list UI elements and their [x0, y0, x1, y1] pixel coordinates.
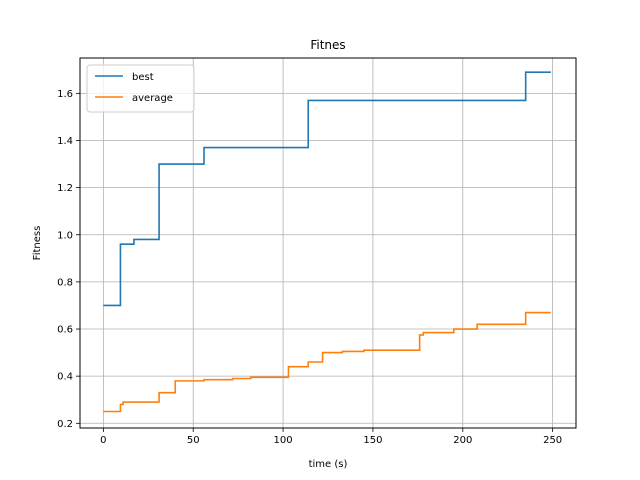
- series-line-best: [103, 71, 551, 307]
- y-axis-ticks: 0.2 0.4 0.6 0.8 1.0 1.2 1.4 1.6: [57, 89, 80, 430]
- series-lines: [103, 71, 551, 413]
- y-tick-label: 1.4: [57, 136, 73, 147]
- y-tick-label: 1.2: [57, 183, 73, 194]
- x-axis-label: time (s): [309, 459, 348, 470]
- x-tick-label: 0: [100, 435, 106, 446]
- legend: best average: [86, 64, 195, 113]
- x-axis-ticks: 0 50 100 150 200 250: [100, 428, 562, 446]
- y-tick-label: 0.4: [57, 372, 73, 383]
- y-tick-label: 1.6: [57, 89, 73, 100]
- x-tick-label: 150: [363, 435, 382, 446]
- x-tick-label: 200: [453, 435, 472, 446]
- chart-title: Fitnes: [310, 38, 345, 52]
- series-line-average: [103, 311, 551, 413]
- plot-frame: [79, 57, 577, 429]
- grid: [80, 58, 576, 428]
- y-tick-label: 0.8: [57, 277, 73, 288]
- legend-label-average: average: [132, 93, 173, 104]
- x-tick-label: 100: [274, 435, 293, 446]
- y-tick-label: 0.2: [57, 419, 73, 430]
- y-tick-label: 0.6: [57, 325, 73, 336]
- x-tick-label: 50: [187, 435, 200, 446]
- x-tick-label: 250: [543, 435, 562, 446]
- y-axis-label: Fitness: [32, 226, 43, 261]
- legend-label-best: best: [132, 72, 154, 83]
- y-tick-label: 1.0: [57, 230, 73, 241]
